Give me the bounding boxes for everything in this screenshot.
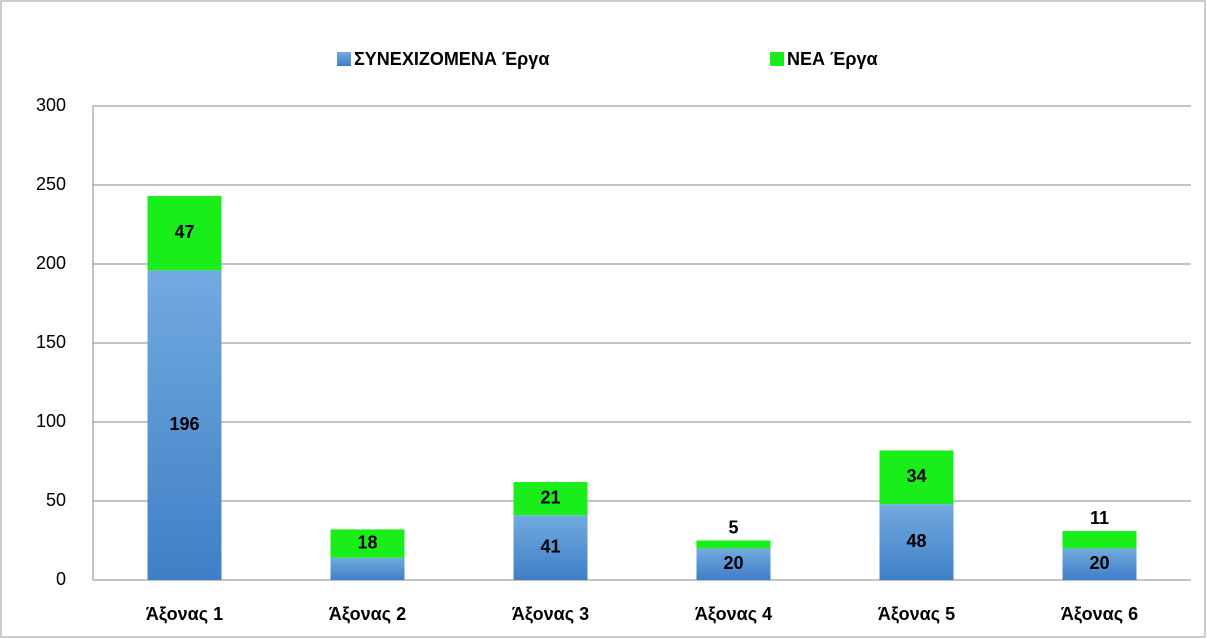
data-label: 18 <box>357 532 377 552</box>
y-tick-label: 300 <box>36 95 66 115</box>
x-tick-label: Άξονας 4 <box>695 604 772 625</box>
bar-segment <box>879 450 954 505</box>
bar-segment <box>1062 531 1137 549</box>
data-label: 41 <box>540 536 560 556</box>
data-label: 34 <box>906 466 926 486</box>
x-tick-label: Άξονας 1 <box>146 604 223 625</box>
legend-swatch <box>337 52 351 66</box>
data-label: 47 <box>174 222 194 242</box>
y-tick-label: 100 <box>36 411 66 431</box>
data-label: 48 <box>906 531 926 551</box>
data-label: 21 <box>540 487 560 507</box>
y-tick-label: 200 <box>36 253 66 273</box>
y-tick-label: 50 <box>46 490 66 510</box>
bar-segment <box>513 515 588 580</box>
x-tick-label: Άξονας 6 <box>1061 604 1138 625</box>
data-label: 11 <box>1090 508 1109 528</box>
x-tick-label: Άξονας 5 <box>878 604 955 625</box>
data-label: 20 <box>723 553 743 573</box>
bar-segment <box>1062 548 1137 580</box>
bar-segment <box>696 548 771 580</box>
x-tick-label: Άξονας 3 <box>512 604 589 625</box>
y-tick-label: 150 <box>36 332 66 352</box>
data-label: 196 <box>169 414 199 434</box>
data-label: 5 <box>728 517 738 537</box>
bar-segment <box>879 504 954 580</box>
bar-segment <box>147 270 222 580</box>
x-tick-label: Άξονας 2 <box>329 604 406 625</box>
bar-segment <box>513 482 588 516</box>
bar-segment <box>147 196 222 271</box>
y-tick-label: 0 <box>56 569 66 589</box>
legend-label: ΝΕΑ Έργα <box>787 49 878 69</box>
data-label: 20 <box>1089 553 1109 573</box>
legend-label: ΣΥΝΕΧΙΖΟΜΕΝΑ Έργα <box>354 49 549 69</box>
bar-segment <box>330 529 405 558</box>
y-tick-label: 250 <box>36 174 66 194</box>
legend-swatch <box>770 52 784 66</box>
bar-segment <box>330 557 405 580</box>
bar-segment <box>696 540 771 549</box>
